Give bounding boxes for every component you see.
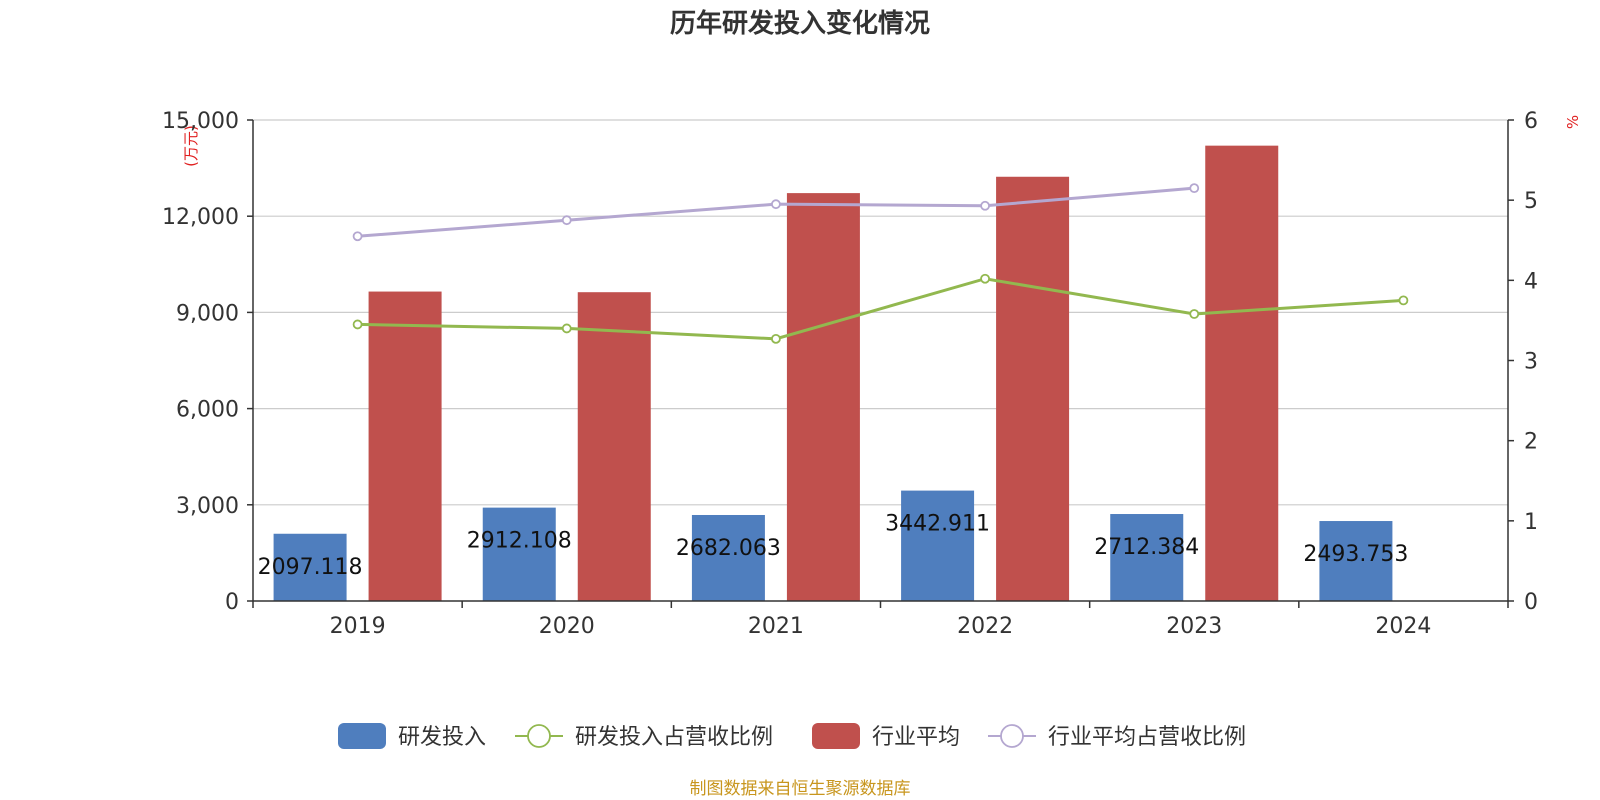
line-point (980, 273, 990, 284)
data-label: 2682.063 (676, 536, 781, 561)
line-point (561, 323, 572, 334)
data-label: 2097.118 (258, 555, 363, 580)
right-tick-label: 5 (1524, 189, 1538, 214)
legend-label: 研发投入 (398, 725, 486, 750)
legend-swatch (812, 723, 860, 749)
chart-title: 历年研发投入变化情况 (670, 8, 930, 39)
data-label: 3442.911 (885, 512, 990, 537)
x-tick-label: 2023 (1166, 614, 1222, 639)
bar-industry-average (1205, 145, 1279, 602)
axes: 0 3,000 6,000 9,000 12,000 15,000 0 1 2 3 4 5 6 2019 2… (162, 109, 1538, 639)
bar-rd-investment (1110, 514, 1184, 601)
x-tick-label: 2024 (1375, 614, 1431, 639)
x-tick-label: 2022 (957, 614, 1013, 639)
lines (352, 183, 1409, 344)
right-axis-unit: % (1564, 115, 1582, 129)
x-tick-label: 2020 (539, 614, 595, 639)
data-labels: 2097.118 2912.108 2682.063 3442.911 2712.384… (258, 512, 1409, 580)
legend-marker (1000, 724, 1024, 748)
line-point (1189, 309, 1200, 319)
line-point (1189, 183, 1200, 194)
data-label: 2493.753 (1303, 542, 1408, 567)
gridlines (253, 119, 1508, 506)
left-tick-label: 9,000 (176, 301, 239, 326)
bar-industry-average (577, 292, 651, 601)
legend-label: 行业平均占营收比例 (1048, 725, 1246, 750)
bar-rd-investment (901, 490, 975, 601)
line-point (1398, 295, 1409, 306)
source-note: 制图数据来自恒生聚源数据库 (690, 779, 911, 799)
right-tick-label: 0 (1524, 590, 1538, 615)
line-rd-ratio (357, 277, 1404, 341)
left-tick-label: 6,000 (176, 398, 239, 423)
legend-label: 行业平均 (872, 725, 960, 750)
line-point (771, 199, 781, 210)
bars (273, 145, 1393, 602)
left-axis-unit: (万元) (182, 125, 200, 167)
line-point (980, 200, 990, 211)
bar-rd-investment (273, 533, 347, 601)
bar-rd-investment (691, 514, 765, 601)
left-tick-label: 15,000 (162, 109, 239, 134)
right-tick-label: 3 (1524, 350, 1538, 375)
legend: 研发投入 研发投入占营收比例 行业平均 行业平均占营收比例 (338, 723, 1246, 750)
data-label: 2912.108 (467, 529, 572, 554)
right-tick-label: 6 (1524, 109, 1538, 134)
left-tick-label: 12,000 (162, 205, 239, 230)
right-tick-label: 2 (1524, 430, 1538, 455)
left-tick-label: 3,000 (176, 494, 239, 519)
line-point (561, 215, 572, 226)
legend-swatch (338, 723, 386, 749)
bar-rd-investment (482, 507, 556, 601)
line-point (352, 319, 363, 330)
legend-label: 研发投入占营收比例 (575, 725, 773, 750)
line-point (352, 231, 363, 242)
x-tick-label: 2021 (748, 614, 804, 639)
bar-industry-average (368, 291, 442, 601)
bar-industry-average (786, 193, 860, 601)
left-tick-label: 0 (225, 590, 239, 615)
legend-marker (527, 724, 551, 748)
x-tick-label: 2019 (330, 614, 386, 639)
data-label: 2712.384 (1094, 535, 1199, 560)
right-tick-label: 1 (1524, 510, 1538, 535)
line-point (771, 333, 781, 344)
bar-industry-average (996, 176, 1070, 601)
bar-rd-investment (1319, 521, 1393, 601)
right-tick-label: 4 (1524, 269, 1538, 294)
